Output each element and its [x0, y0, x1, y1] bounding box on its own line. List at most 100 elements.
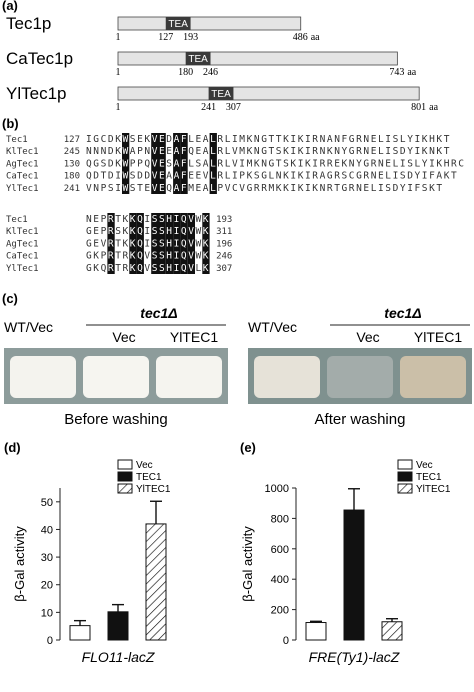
seq-name: AgTec1	[6, 159, 39, 169]
seq-name: KlTec1	[6, 227, 39, 237]
y-tick-label: 600	[271, 544, 289, 556]
conserved-column	[129, 213, 137, 274]
y-tick-label: 400	[271, 574, 289, 586]
colony-patch	[254, 356, 320, 398]
y-tick-label: 30	[41, 552, 53, 564]
y-tick-label: 800	[271, 513, 289, 525]
conserved-column	[151, 213, 159, 274]
tea-start-label: 241	[201, 102, 216, 113]
y-tick-label: 0	[47, 635, 53, 647]
legend-label: Vec	[416, 460, 433, 471]
conserved-column	[165, 213, 174, 274]
colony-patch	[83, 356, 149, 398]
conserved-column	[187, 213, 195, 274]
tea-start-label: 180	[178, 67, 193, 78]
start-label: 1	[116, 32, 121, 43]
protein-box	[117, 51, 398, 66]
conserved-column	[107, 213, 115, 274]
seq-end: 193	[216, 215, 232, 225]
conserved-column	[173, 133, 181, 194]
panel-label: (a)	[2, 0, 18, 13]
y-tick-label: 200	[271, 605, 289, 617]
legend-swatch	[117, 471, 133, 482]
legend-label: TEC1	[416, 472, 442, 483]
legend-swatch	[397, 471, 413, 482]
legend-swatch	[397, 459, 413, 470]
protein-box	[117, 86, 420, 101]
y-tick-label: 40	[41, 524, 53, 536]
bar	[107, 611, 129, 641]
seq-start: 130	[64, 159, 80, 169]
unit-label: aa	[311, 32, 320, 43]
seq-name: Tec1	[6, 135, 28, 145]
seq-name: KlTec1	[6, 147, 39, 157]
tea-end-label: 246	[203, 67, 218, 78]
y-tick-label: 50	[41, 497, 53, 509]
tea-domain	[185, 52, 211, 65]
protein-name: YlTec1p	[6, 84, 66, 103]
conserved-column	[173, 213, 181, 274]
domain-name: TEA	[188, 54, 208, 65]
legend-swatch	[117, 483, 133, 494]
y-axis-label: β-Gal activity	[12, 526, 27, 602]
tea-end-label: 307	[226, 102, 241, 113]
mutant-label: tec1Δ	[140, 305, 177, 321]
legend-label: YlTEC1	[136, 484, 171, 495]
seq-name: CaTec1	[6, 252, 39, 262]
panel-label: (c)	[2, 291, 18, 306]
unit-label: aa	[407, 67, 416, 78]
plate-caption: After washing	[315, 411, 406, 428]
conserved-column	[158, 133, 166, 194]
bar	[305, 622, 327, 641]
protein-box	[117, 16, 302, 31]
seq-start: 245	[64, 147, 80, 157]
bar	[343, 509, 365, 641]
conserved-column	[209, 133, 217, 194]
mutant-label: tec1Δ	[384, 305, 421, 321]
seq-name: YlTec1	[6, 184, 39, 194]
start-label: 1	[116, 67, 121, 78]
bar	[69, 625, 91, 641]
tea-end-label: 193	[183, 32, 198, 43]
bar	[381, 621, 403, 641]
seq-end: 246	[216, 252, 232, 262]
y-axis-label: β-Gal activity	[240, 526, 255, 602]
seq-end: 311	[216, 227, 232, 237]
y-tick-label: 0	[283, 635, 289, 647]
colony-patch	[327, 356, 393, 398]
y-tick-label: 1000	[265, 483, 289, 495]
colony-patch	[400, 356, 466, 398]
conserved-column	[180, 213, 188, 274]
length-label: 801	[411, 102, 426, 113]
strain-label: Vec	[112, 329, 135, 345]
legend-swatch	[397, 483, 413, 494]
seq-name: CaTec1	[6, 172, 39, 182]
length-label: 743	[389, 67, 404, 78]
seq-start: 180	[64, 172, 80, 182]
colony-patch	[156, 356, 222, 398]
y-tick-label: 20	[41, 580, 53, 592]
bar	[145, 523, 167, 641]
control-label: WT/Vec	[4, 319, 53, 335]
protein-name: Tec1p	[6, 14, 51, 33]
seq-name: Tec1	[6, 215, 28, 225]
seq-end: 307	[216, 264, 232, 274]
panel-label: (b)	[2, 116, 19, 131]
strain-label: YlTEC1	[170, 329, 218, 345]
x-axis-label: FRE(Ty1)-lacZ	[309, 649, 400, 665]
legend-label: Vec	[136, 460, 153, 471]
seq-end: 196	[216, 239, 232, 249]
conserved-column	[180, 133, 188, 194]
start-label: 1	[116, 102, 121, 113]
colony-patch	[10, 356, 76, 398]
